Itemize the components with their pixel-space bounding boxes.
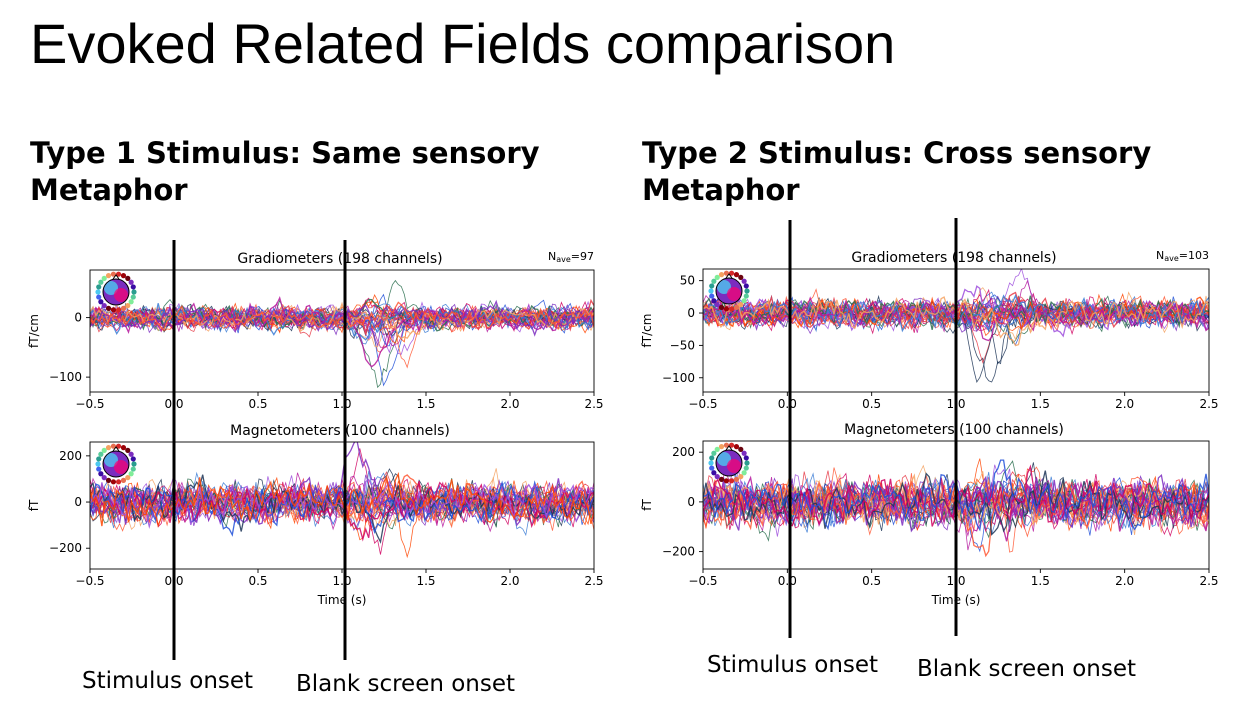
xtick-label-2-6: 2.5 (1199, 397, 1218, 411)
ytick-label-1-1: 0 (74, 495, 82, 509)
ytick-label-3-0: 200 (672, 445, 695, 459)
chart-layer: −0.5 0.0 0.5 1.0 1.5 2.0 2.5 0 −100 fT/cm Gradiome… (27, 249, 1219, 607)
traces-1 (90, 442, 594, 559)
blank-onset-label-left: Blank screen onset (296, 671, 516, 697)
sensor-layout-icon-2 (708, 270, 750, 312)
ytick-label-2-3: −100 (662, 371, 695, 385)
xtick-label-1-0: −0.5 (75, 574, 104, 588)
xtick-label-2-2: 0.5 (862, 397, 881, 411)
xtick-label-3-1: 0.0 (778, 574, 797, 588)
sensor-layout-icon-1 (95, 443, 137, 485)
stimulus-onset-label-right: Stimulus onset (707, 652, 879, 678)
chart-title-1: Magnetometers (100 channels) (230, 423, 450, 439)
ytick-label-3-1: 0 (687, 495, 695, 509)
stimulus-onset-label-left: Stimulus onset (82, 668, 254, 694)
ylabel-0: fT/cm (27, 314, 41, 348)
ytick-label-1-2: −200 (49, 541, 82, 555)
ytick-label-2-2: −50 (670, 338, 695, 352)
traces-0 (90, 279, 594, 389)
ytick-label-1-0: 200 (59, 449, 82, 463)
xtick-label-0-3: 1.0 (332, 397, 351, 411)
panel-heading-type2: Type 2 Stimulus: Cross sensory Metaphor (642, 136, 1152, 207)
ylabel-2: fT/cm (640, 314, 654, 348)
panel-heading-type1: Type 1 Stimulus: Same sensory Metaphor (30, 136, 540, 207)
xtick-label-2-1: 0.0 (778, 397, 797, 411)
chart-1: −0.50.00.51.01.52.02.52000−200fTMagnetom… (27, 423, 604, 607)
slide-title: Evoked Related Fields comparison (30, 12, 896, 75)
ylabel-1: fT (27, 499, 41, 511)
chart-title-0: Gradiometers (198 channels) (237, 251, 442, 267)
ylabel-3: fT (640, 499, 654, 511)
blank-onset-label-right: Blank screen onset (917, 656, 1137, 682)
xlabel-1: Time (s) (317, 593, 367, 607)
xtick-label-0-6: 2.5 (584, 397, 603, 411)
sensor-layout-icon-0 (95, 271, 137, 313)
ytick-label-3-2: −200 (662, 545, 695, 559)
xtick-label-3-0: −0.5 (688, 574, 717, 588)
chart-2: −0.50.00.51.01.52.02.5500−50−100fT/cmGra… (640, 249, 1219, 411)
ytick-label-0-1: −100 (49, 370, 82, 384)
xtick-label-1-2: 0.5 (248, 574, 267, 588)
nave-label-0: Nave=97 (548, 250, 594, 264)
xtick-label-0-2: 0.5 (248, 397, 267, 411)
xtick-label-0-5: 2.0 (500, 397, 519, 411)
xtick-label-1-5: 2.0 (500, 574, 519, 588)
xtick-label-2-0: −0.5 (688, 397, 717, 411)
xtick-label-3-6: 2.5 (1199, 574, 1218, 588)
xtick-label-1-3: 1.0 (332, 574, 351, 588)
ytick-label-0-0: 0 (74, 311, 82, 325)
xtick-label-0-0: −0.5 (75, 397, 104, 411)
xtick-label-1-6: 2.5 (584, 574, 603, 588)
sensor-layout-icon-3 (708, 442, 750, 484)
chart-0: −0.50.00.51.01.52.02.50−100fT/cmGradiome… (27, 250, 604, 411)
xtick-label-3-4: 1.5 (1031, 574, 1050, 588)
xtick-label-0-4: 1.5 (416, 397, 435, 411)
xtick-label-2-4: 1.5 (1031, 397, 1050, 411)
onset-lines-layer (172, 218, 958, 660)
ytick-label-2-0: 50 (680, 274, 695, 288)
xtick-label-3-5: 2.0 (1115, 574, 1134, 588)
xtick-label-1-4: 1.5 (416, 574, 435, 588)
chart-title-3: Magnetometers (100 channels) (844, 422, 1064, 438)
chart-title-2: Gradiometers (198 channels) (851, 250, 1056, 266)
xtick-label-3-2: 0.5 (862, 574, 881, 588)
ytick-label-2-1: 0 (687, 306, 695, 320)
xtick-label-2-5: 2.0 (1115, 397, 1134, 411)
nave-label-2: Nave=103 (1156, 249, 1209, 263)
chart-3: −0.50.00.51.01.52.02.52000−200fTMagnetom… (640, 422, 1219, 607)
